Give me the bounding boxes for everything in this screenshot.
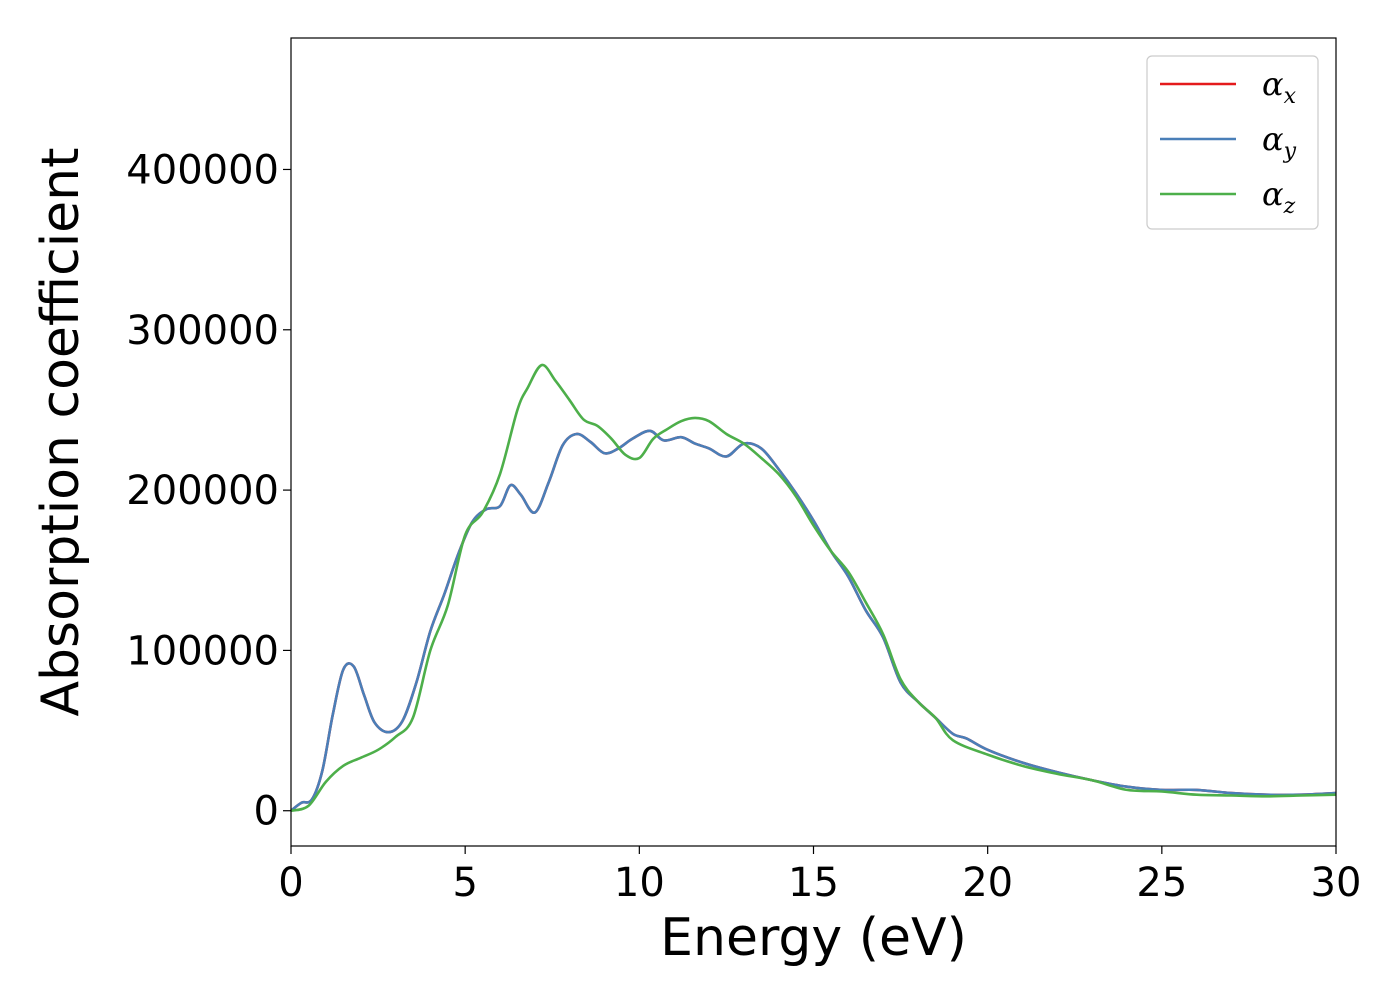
- series-line-z: [290, 363, 1337, 813]
- x-axis-label: Energy (eV): [660, 908, 967, 968]
- x-tick-label: 5: [452, 860, 477, 906]
- y-tick-label: 200000: [126, 468, 279, 514]
- y-tick-label: 100000: [126, 628, 279, 674]
- y-tick-label: 400000: [126, 147, 279, 193]
- y-axis-label: Absorption coefficient: [31, 147, 91, 716]
- x-tick-label: 25: [1136, 860, 1187, 906]
- legend-box: [1146, 55, 1319, 230]
- x-tick-label: 0: [278, 860, 303, 906]
- x-tick-label: 10: [614, 860, 665, 906]
- legend: αx αy αz: [1146, 55, 1319, 230]
- y-tick-label: 300000: [126, 308, 279, 354]
- x-axis: 0 5 10 15 20 25 30: [278, 846, 1361, 906]
- y-tick-label: 0: [254, 789, 279, 835]
- x-tick-label: 30: [1311, 860, 1362, 906]
- x-tick-label: 15: [788, 860, 839, 906]
- series-line-y: [290, 429, 1337, 812]
- legend-label-z: αz: [1262, 175, 1296, 219]
- legend-label-x: αx: [1262, 65, 1297, 109]
- x-tick-label: 20: [962, 860, 1013, 906]
- legend-label-y: αy: [1262, 120, 1297, 164]
- y-axis: 0 100000 200000 300000 400000: [126, 147, 291, 835]
- series-layer: [290, 363, 1337, 813]
